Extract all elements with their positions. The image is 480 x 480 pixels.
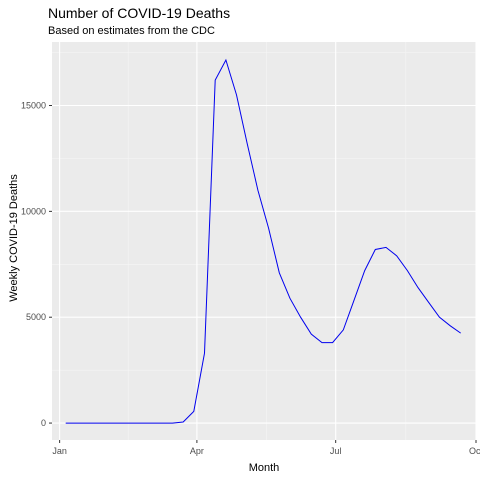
y-tick-label: 10000 bbox=[21, 206, 46, 216]
minor-gridlines bbox=[52, 42, 476, 440]
y-tick-label: 5000 bbox=[26, 312, 46, 322]
x-tick-label: Jan bbox=[52, 446, 67, 456]
y-axis-title-wrapper: Weekly COVID-19 Deaths bbox=[8, 174, 20, 302]
y-axis-title: Weekly COVID-19 Deaths bbox=[8, 174, 20, 302]
x-tick-label: Jul bbox=[330, 446, 342, 456]
y-tick-label: 0 bbox=[41, 418, 46, 428]
chart-title: Number of COVID-19 Deaths bbox=[48, 5, 231, 21]
x-axis-ticks: Jan Apr Jul Oct bbox=[52, 440, 480, 456]
x-tick-label: Apr bbox=[190, 446, 204, 456]
plot-panel bbox=[52, 42, 476, 440]
x-axis-title: Month bbox=[248, 462, 280, 474]
deaths-series-line bbox=[65, 58, 461, 424]
x-tick-label: Oct bbox=[469, 446, 480, 456]
y-axis-ticks: 0 5000 10000 15000 bbox=[21, 101, 52, 428]
y-tick-label: 15000 bbox=[21, 101, 46, 111]
chart-subtitle: Based on estimates from the CDC bbox=[48, 25, 215, 37]
